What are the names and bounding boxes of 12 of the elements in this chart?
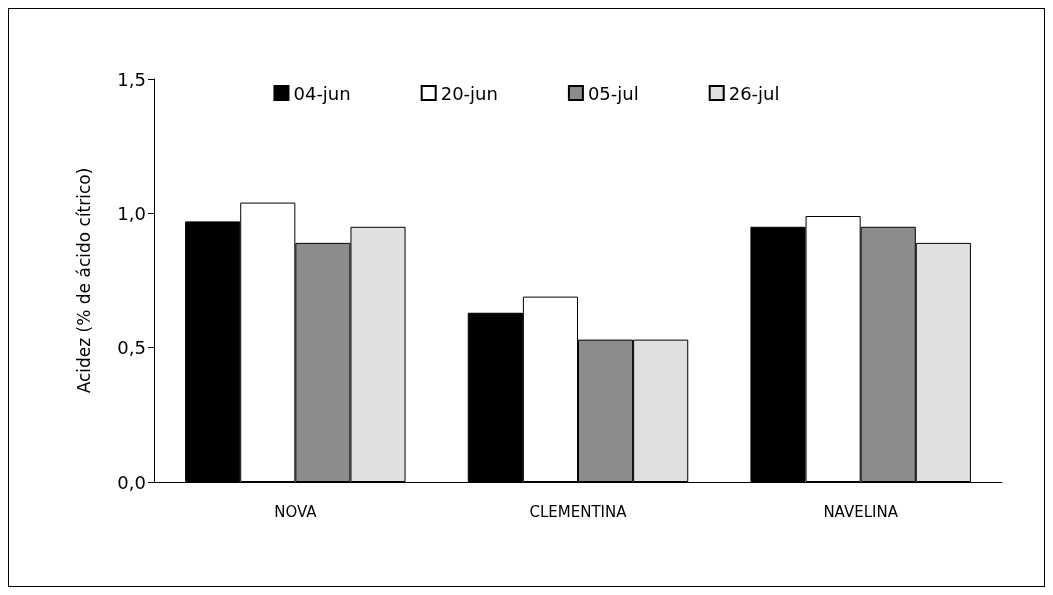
y-tick-label: 0,5: [117, 337, 146, 359]
x-tick-label: NAVELINA: [823, 502, 899, 521]
y-axis-title: Acidez (% de ácido cítrico): [73, 167, 94, 394]
legend-label: 20-jun: [440, 82, 498, 104]
y-tick-label: 1,0: [117, 202, 146, 224]
y-tick-label: 1,5: [117, 68, 146, 90]
x-tick-label: NOVA: [274, 502, 318, 521]
x-tick-label: CLEMENTINA: [529, 502, 628, 521]
legend-label: 26-jul: [728, 82, 780, 104]
legend-label: 05-jul: [587, 82, 639, 104]
y-tick-label: 0,0: [117, 471, 146, 493]
legend-label: 04-jun: [293, 82, 351, 104]
